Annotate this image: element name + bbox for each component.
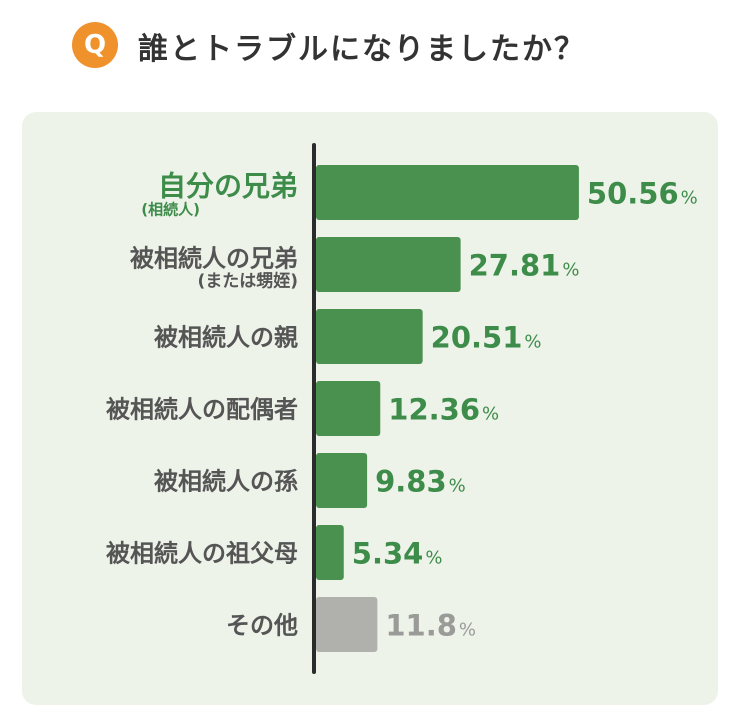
value-label: 12.36%	[388, 393, 499, 427]
value-label: 5.34%	[352, 537, 443, 571]
category-label: 被相続人の孫	[154, 468, 298, 496]
bar	[316, 165, 579, 220]
value-label: 50.56%	[587, 177, 698, 211]
category-label: その他	[226, 612, 298, 640]
bar	[316, 453, 368, 508]
value-label: 27.81%	[469, 249, 580, 283]
category-sublabel: (または甥姪)	[197, 271, 298, 292]
category-label: 自分の兄弟	[158, 170, 298, 203]
category-label: 被相続人の兄弟	[130, 245, 298, 273]
question-badge: Q	[72, 22, 118, 68]
page-title: 誰とトラブルになりましたか？	[138, 32, 586, 67]
category-label: 被相続人の親	[154, 324, 298, 352]
value-label: 9.83%	[375, 465, 466, 499]
bar	[316, 381, 381, 436]
category-label: 被相続人の祖父母	[106, 540, 298, 568]
value-label: 20.51%	[431, 321, 542, 355]
value-label: 11.8%	[385, 609, 476, 643]
bar	[316, 309, 423, 364]
bar	[316, 597, 378, 652]
category-sublabel: (相続人)	[141, 201, 200, 219]
bar	[316, 525, 344, 580]
category-label: 被相続人の配偶者	[106, 396, 298, 424]
bar	[316, 237, 461, 292]
